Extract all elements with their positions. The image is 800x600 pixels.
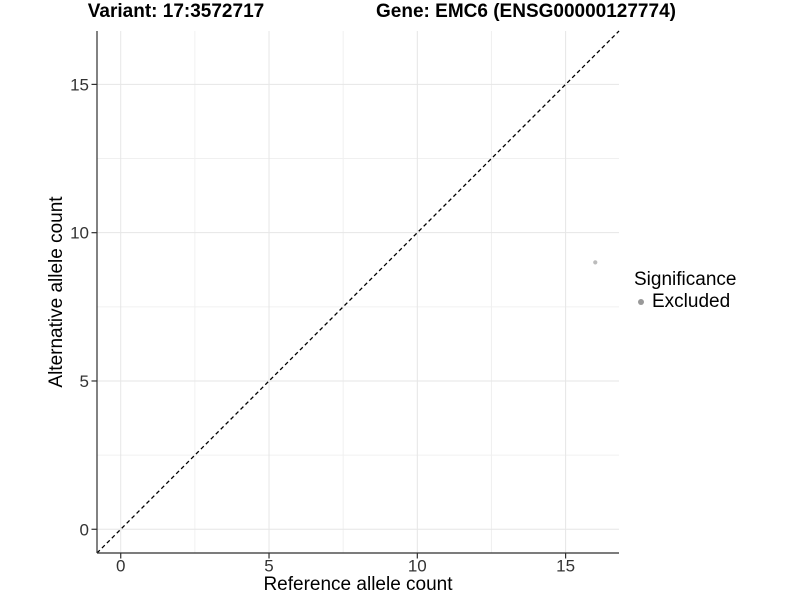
legend-item-excluded: Excluded [634,291,736,313]
legend-point-icon [638,299,644,305]
x-tick-label: 5 [264,557,273,576]
legend-title: Significance [634,269,737,290]
x-tick-label: 15 [556,557,575,576]
data-point [593,260,598,265]
legend: Significance Excluded [634,269,736,313]
x-tick-label: 0 [116,557,125,576]
legend-item-label: Excluded [652,291,731,312]
y-tick-label: 5 [80,372,89,391]
x-axis-title: Reference allele count [263,574,453,595]
variant-title: Variant: 17:3572717 [87,1,265,22]
x-tick-label: 10 [408,557,427,576]
identity-line [96,30,620,554]
y-tick-label: 15 [70,75,89,94]
legend-key [634,299,652,305]
y-tick-label: 0 [80,520,89,539]
y-axis-title: Alternative allele count [46,196,67,388]
gene-title: Gene: EMC6 (ENSG00000127774) [376,1,676,22]
y-tick-label: 10 [70,224,89,243]
